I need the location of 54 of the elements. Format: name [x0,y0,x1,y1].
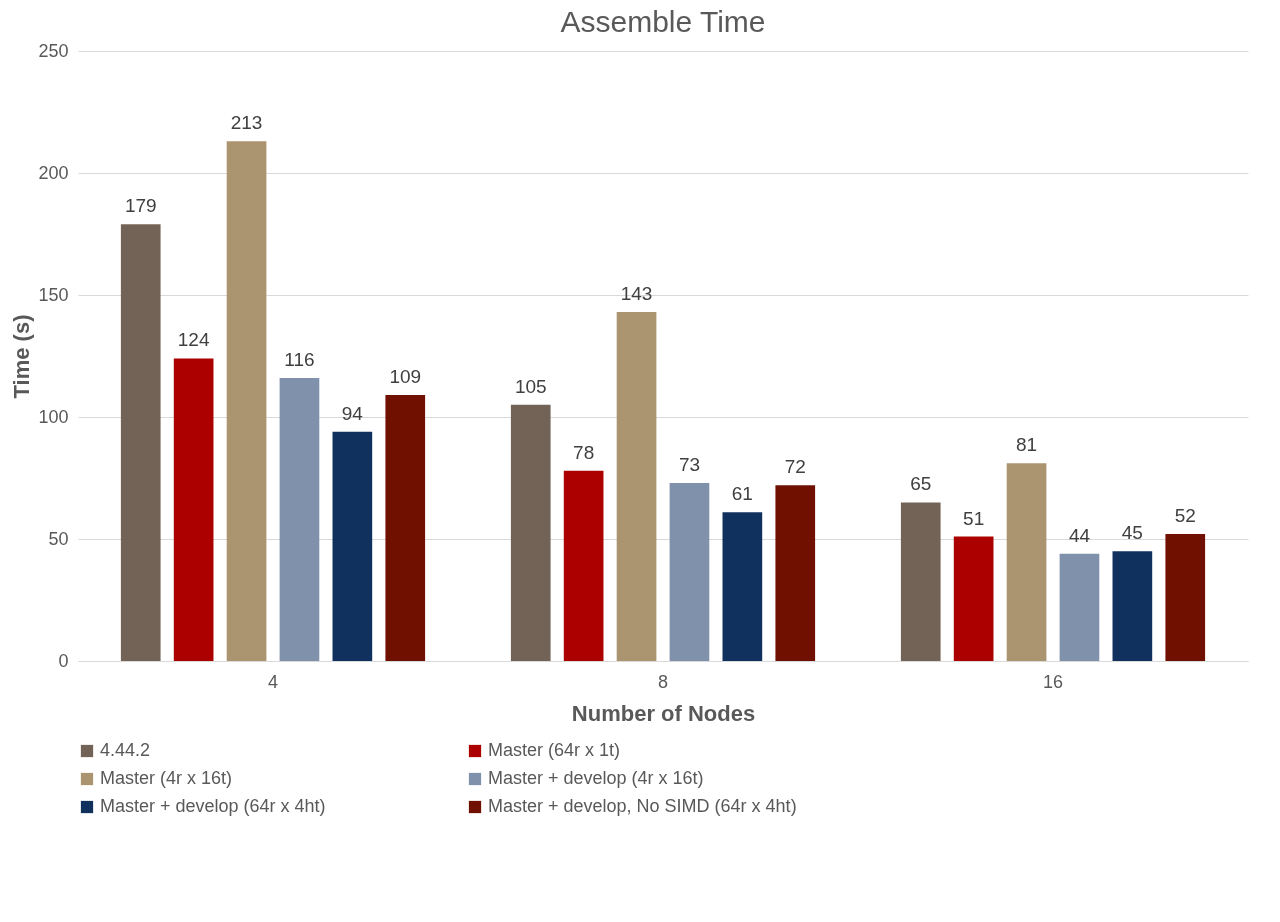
data-label: 109 [389,366,422,388]
data-label: 213 [230,112,263,134]
bar [510,404,551,661]
bar [1112,551,1153,661]
data-label: 65 [910,473,932,495]
data-label: 94 [341,402,364,424]
data-label: 73 [678,453,701,475]
data-label: 51 [963,507,985,529]
data-label: 105 [514,375,547,397]
legend-label: Master + develop (4r x 16t) [488,768,704,788]
bar [563,470,604,661]
bar [1059,553,1100,661]
bar [1006,463,1047,661]
x-tick-label: 4 [267,671,279,692]
bar [900,502,941,661]
data-label: 45 [1121,522,1143,544]
chart-title: Assemble Time [560,5,766,38]
bar [226,141,267,661]
bar [120,224,161,661]
bar [775,485,816,661]
bar [722,512,763,661]
legend-label: 4.44.2 [100,740,151,760]
legend-label: Master (64r x 1t) [488,740,621,760]
y-tick-label: 200 [38,162,69,183]
bar [385,395,426,661]
data-label: 143 [620,283,653,305]
data-label: 124 [177,329,210,351]
legend-label: Master + develop (64r x 4ht) [100,796,326,816]
data-label: 81 [1015,434,1038,456]
x-axis-title: Number of Nodes [571,700,756,726]
data-label: 72 [784,456,806,478]
legend-label: Master (4r x 16t) [100,768,233,788]
data-label: 78 [573,441,595,463]
bar [332,431,373,661]
x-tick-label: 16 [1042,671,1064,692]
bar [616,312,657,661]
bar [669,482,710,661]
data-label: 179 [124,195,157,217]
y-tick-label: 150 [38,284,69,305]
bar [1165,534,1206,661]
data-label: 52 [1174,505,1196,527]
y-tick-label: 0 [58,650,69,671]
bar [953,536,994,661]
data-label: 116 [284,348,315,370]
bar [173,358,214,661]
y-axis-title: Time (s) [9,314,35,399]
y-tick-label: 50 [48,528,69,549]
bar [279,377,320,661]
data-label: 44 [1068,524,1091,546]
legend-label: Master + develop, No SIMD (64r x 4ht) [488,796,797,816]
y-tick-label: 100 [38,406,69,427]
y-tick-label: 250 [38,40,69,61]
data-label: 61 [731,483,753,505]
x-tick-label: 8 [657,671,669,692]
